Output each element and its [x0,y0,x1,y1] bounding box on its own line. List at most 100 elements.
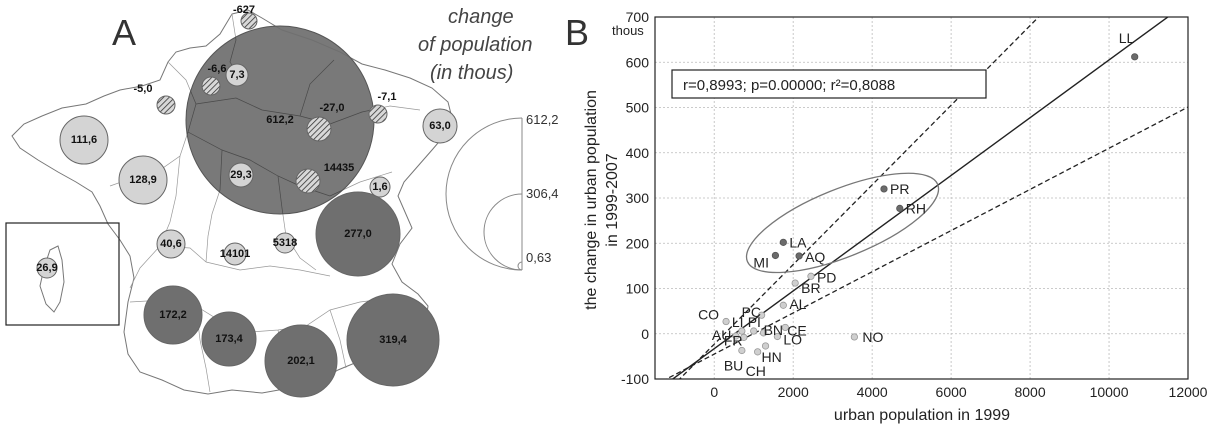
map-circle-light [36,257,58,279]
map-circle-label: 172,2 [159,309,187,321]
y-tick-label: 700 [626,9,650,25]
map-circle-label: 63,0 [429,120,450,132]
map-circle-label: 5318 [273,237,297,249]
data-point [738,327,746,335]
data-point-label: CO [698,307,719,323]
stats-box [671,69,987,99]
panel-a-map: A change of population (in thous) 612,2 … [5,4,559,398]
data-point-label: AL [789,296,806,312]
y-tick-label: -100 [621,371,649,387]
legend-circle-large [445,117,523,271]
y-tick-label: 600 [626,54,650,70]
map-circle-label: -5,0 [134,83,153,95]
legend-title-line-2: of population [418,34,533,56]
map-circle-hatched [368,104,388,124]
data-point-label: PR [890,181,909,197]
data-point-label: HN [762,349,782,365]
data-point [779,301,787,309]
map-circle-label: 14435 [324,162,355,174]
data-point-label: AQ [805,249,825,265]
ci-upper-line [678,17,1040,379]
y-tick-label: 300 [626,190,650,206]
data-point-label: LO [783,331,802,347]
data-point [773,332,781,341]
x-tick-label: 6000 [936,384,967,400]
data-point-label: LL [1119,30,1135,46]
stats-text: r=0,8993; p=0.00000; r²=0,8088 [683,77,895,94]
x-tick-label: 0 [710,384,718,400]
map-circle-label: -7,1 [378,91,397,103]
data-point [807,272,815,280]
map-circle-hatched [240,12,258,30]
map-circle-label: 173,4 [215,333,243,345]
data-point-label: BR [801,280,820,296]
map-circle-label: 29,3 [230,169,251,181]
map-circle-label: 128,9 [129,174,157,186]
y-tick-labels: -100 0 100 200 300 400 500 600 700 [621,9,649,387]
y-tick-label: 0 [641,326,649,342]
data-point [896,204,904,213]
legend-value-large: 612,2 [526,112,559,127]
y-tick-label: 100 [626,281,650,297]
corsica-inset [5,222,120,326]
panel-b-scatter: B thous -100 0 100 200 300 400 500 600 700 0 2000… [565,9,1208,424]
map-circle-label: 14101 [220,248,251,260]
panel-b-letter: B [565,12,589,53]
cluster-ellipse [745,172,940,274]
y-unit-label: thous [612,23,644,38]
data-point [880,185,888,193]
map-circle-dark [264,324,338,398]
data-point [757,311,766,319]
data-points [722,53,1139,356]
data-point-label: LA [789,234,807,250]
x-tick-label: 10000 [1090,384,1129,400]
x-tick-label: 4000 [857,384,888,400]
y-tick-label: 500 [626,100,650,116]
data-point-label: PD [817,269,836,285]
map-circle-label: 26,9 [36,262,57,274]
data-point [761,342,770,350]
map-circle-light [59,115,109,165]
map-circles: 612,2 7,3 29,3 111,6 128,9 63,0 1,6 40,6 14101 53… [36,4,458,398]
data-point-label: CE [787,322,806,338]
map-circle-label: 277,0 [344,228,372,240]
x-tick-labels: 0 2000 4000 6000 8000 10000 12000 [710,384,1207,400]
map-circle-label: 1,6 [372,181,387,193]
data-point-label: LI [732,314,744,330]
x-tick-label: 12000 [1169,384,1208,400]
map-circle-label: -27,0 [319,102,344,114]
map-circle-label: 202,1 [287,355,315,367]
map-circle-dark [315,191,401,277]
data-point [771,251,780,260]
data-point [850,333,858,341]
data-point-label: CH [746,363,766,379]
y-axis-title-line-2: in 1999-2007 [604,153,621,247]
map-circle-label: -627 [233,4,255,16]
data-point [1131,53,1139,61]
map-circle-label: 7,3 [229,69,244,81]
data-point-label: MI [753,254,769,270]
map-circle-light [369,176,391,198]
map-circle-hatched [306,116,332,142]
data-point [750,327,758,335]
circle-size-legend: change of population (in thous) 612,2 30… [418,6,559,271]
y-tick-label: 200 [626,235,650,251]
legend-title-line-1: change [448,6,514,28]
x-axis-title: urban population in 1999 [834,407,1010,424]
map-circle-dark [143,285,203,345]
x-tick-label: 8000 [1014,384,1045,400]
map-circle-label: 40,6 [160,238,181,250]
data-point [759,329,768,337]
legend-title-line-3: (in thous) [430,62,513,84]
data-point [740,333,748,341]
map-circle-light [156,229,186,259]
corsica-outline [39,245,65,313]
data-point-label: FR [724,332,743,348]
map-circle-dark [346,293,440,387]
data-point [754,348,762,356]
map-circle-dark [201,311,257,367]
data-point-label: PC [742,304,761,320]
data-point [795,252,803,260]
